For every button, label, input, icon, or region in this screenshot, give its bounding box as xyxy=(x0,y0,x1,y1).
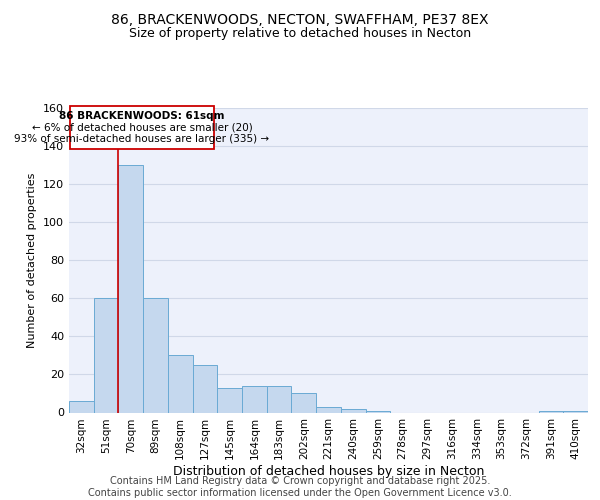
Text: ← 6% of detached houses are smaller (20): ← 6% of detached houses are smaller (20) xyxy=(32,122,252,132)
Bar xyxy=(118,164,143,412)
Bar xyxy=(193,365,217,412)
Bar xyxy=(563,410,588,412)
Bar xyxy=(316,407,341,412)
Bar xyxy=(242,386,267,412)
Bar xyxy=(217,388,242,412)
Y-axis label: Number of detached properties: Number of detached properties xyxy=(28,172,37,348)
X-axis label: Distribution of detached houses by size in Necton: Distribution of detached houses by size … xyxy=(173,465,484,478)
Bar xyxy=(292,394,316,412)
Bar xyxy=(168,356,193,412)
Text: 86, BRACKENWOODS, NECTON, SWAFFHAM, PE37 8EX: 86, BRACKENWOODS, NECTON, SWAFFHAM, PE37… xyxy=(111,12,489,26)
Bar xyxy=(69,401,94,412)
Text: Size of property relative to detached houses in Necton: Size of property relative to detached ho… xyxy=(129,28,471,40)
Bar xyxy=(539,410,563,412)
Bar xyxy=(341,408,365,412)
Bar xyxy=(143,298,168,412)
Text: Contains HM Land Registry data © Crown copyright and database right 2025.
Contai: Contains HM Land Registry data © Crown c… xyxy=(88,476,512,498)
Bar xyxy=(70,106,214,150)
Bar xyxy=(267,386,292,412)
Text: 93% of semi-detached houses are larger (335) →: 93% of semi-detached houses are larger (… xyxy=(14,134,269,144)
Bar xyxy=(365,410,390,412)
Bar xyxy=(94,298,118,412)
Text: 86 BRACKENWOODS: 61sqm: 86 BRACKENWOODS: 61sqm xyxy=(59,111,224,121)
